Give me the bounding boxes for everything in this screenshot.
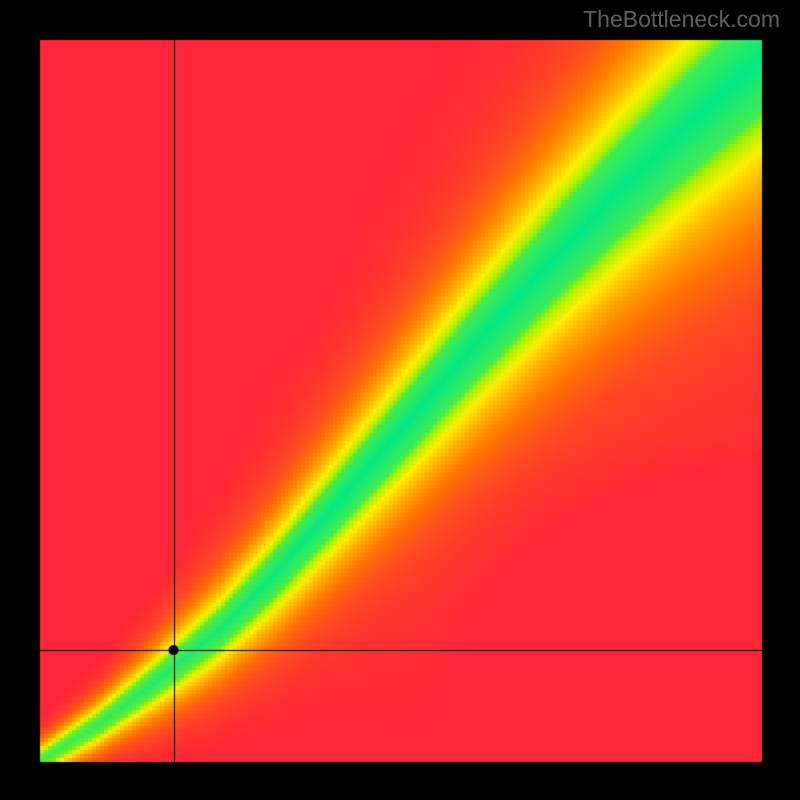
crosshair-overlay (0, 0, 800, 800)
watermark-text: TheBottleneck.com (583, 6, 780, 33)
